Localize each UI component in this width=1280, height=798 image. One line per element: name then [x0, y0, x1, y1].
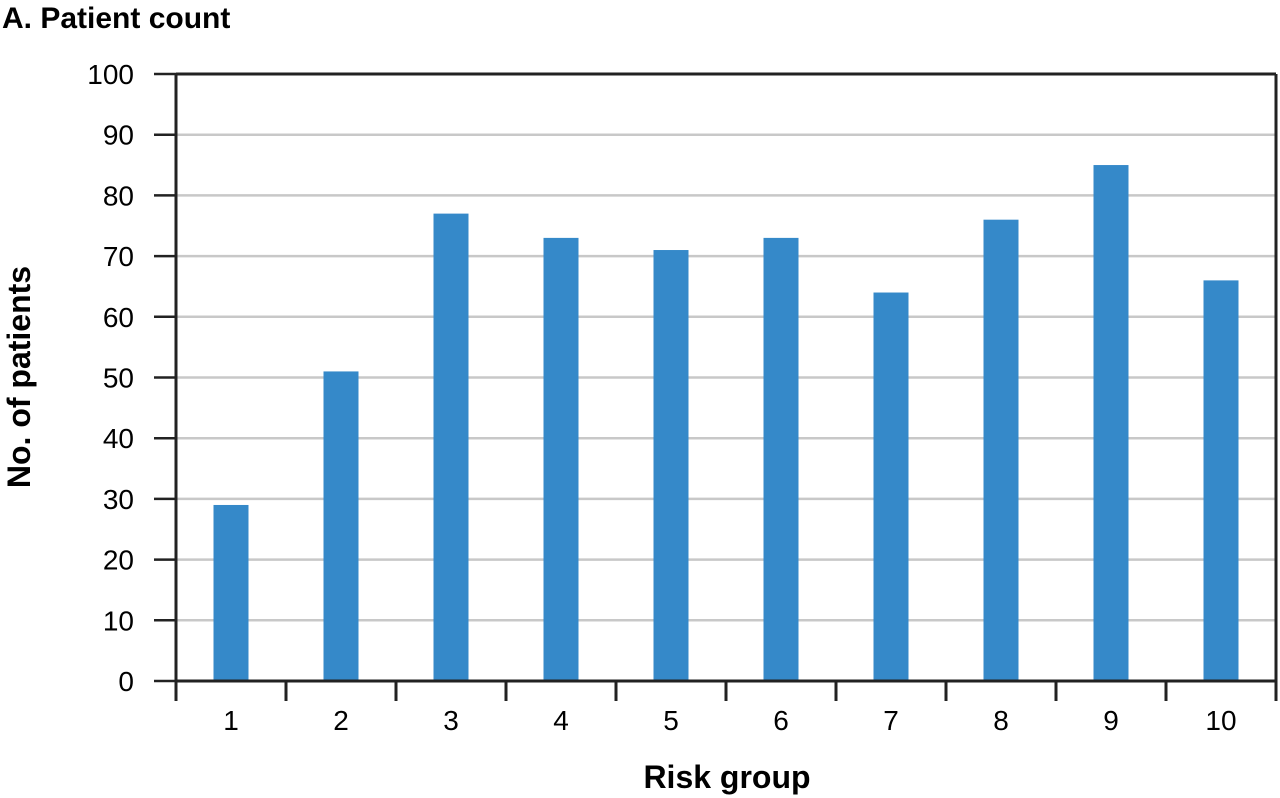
y-tick-label: 50 [103, 363, 134, 394]
x-tick-label: 1 [223, 705, 239, 736]
bar-group-10 [1203, 280, 1239, 681]
y-tick-label: 20 [103, 545, 134, 576]
bar-group-9 [1093, 165, 1129, 682]
chart-title: A. Patient count [2, 2, 230, 35]
y-tick-label: 80 [103, 180, 134, 211]
y-tick-label: 40 [103, 423, 134, 454]
x-tick-label: 10 [1205, 705, 1236, 736]
x-tick-label: 3 [443, 705, 459, 736]
y-tick-label: 60 [103, 302, 134, 333]
bar-group-7 [873, 292, 909, 681]
x-tick-label: 5 [663, 705, 679, 736]
x-tick-label: 8 [993, 705, 1009, 736]
bar-group-6 [763, 237, 799, 681]
y-tick-label: 30 [103, 484, 134, 515]
axes [154, 72, 1278, 701]
y-tick-label: 90 [103, 120, 134, 151]
bar-group-3 [433, 213, 469, 682]
y-tick-labels: 0 10 20 30 40 50 60 70 80 90 100 [87, 59, 134, 697]
bar-group-5 [653, 250, 689, 681]
bar-group-8 [983, 219, 1019, 681]
y-tick-label: 70 [103, 241, 134, 272]
x-tick-label: 6 [773, 705, 789, 736]
x-tick-label: 2 [333, 705, 349, 736]
x-tick-label: 9 [1103, 705, 1119, 736]
bar-group-1 [213, 504, 249, 681]
y-axis-label: No. of patients [1, 266, 37, 488]
y-tick-label: 10 [103, 605, 134, 636]
x-axis-label: Risk group [643, 759, 810, 795]
x-tick-label: 4 [553, 705, 569, 736]
x-tick-label: 7 [883, 705, 899, 736]
bar-group-4 [543, 237, 579, 681]
bars [213, 165, 1239, 682]
bar-group-2 [323, 371, 359, 681]
y-tick-label: 0 [118, 666, 134, 697]
x-tick-labels: 1 2 3 4 5 6 7 8 9 10 [223, 705, 1236, 736]
y-tick-label: 100 [87, 59, 134, 90]
